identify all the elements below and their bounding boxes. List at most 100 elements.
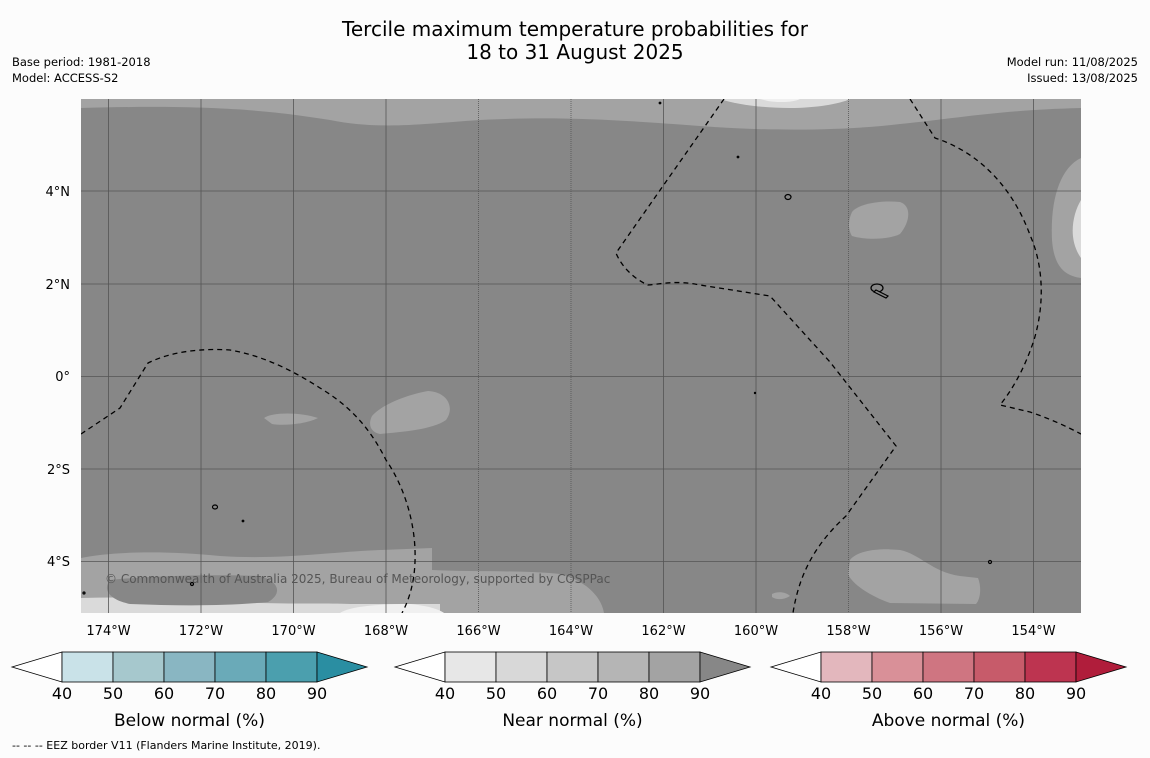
map-panel: 4°N 2°N 0° 2°S 4°S 174°W 172°W 170°W 168… <box>46 99 1081 639</box>
lon-label: 164°W <box>549 624 593 639</box>
lon-label: 172°W <box>179 624 223 639</box>
colorbar-min-arrow <box>769 651 822 683</box>
lon-label: 156°W <box>919 624 963 639</box>
shade-north-light <box>720 99 850 108</box>
colorbar-swatch <box>820 651 873 683</box>
colorbar-swatch <box>495 651 548 683</box>
lat-label: 0° <box>55 370 70 385</box>
colorbar-swatch <box>265 651 318 683</box>
colorbar-title: Above normal (%) <box>872 711 1025 731</box>
base-period: Base period: 1981-2018 <box>12 55 151 69</box>
colorbar-tick-label: 90 <box>307 684 327 703</box>
colorbar-tick-label: 70 <box>205 684 225 703</box>
title-line-2: 18 to 31 August 2025 <box>466 40 684 64</box>
colorbar-swatch <box>61 651 114 683</box>
colorbar-tick-label: 50 <box>103 684 123 703</box>
model-name: Model: ACCESS-S2 <box>12 71 119 85</box>
shade-south-dark-patch <box>106 575 278 606</box>
lon-label: 154°W <box>1011 624 1055 639</box>
title-line-1: Tercile maximum temperature probabilitie… <box>342 17 808 41</box>
colorbar-tick-label: 90 <box>690 684 710 703</box>
colorbar-title: Near normal (%) <box>502 711 642 731</box>
colorbar-tick-label: 50 <box>486 684 506 703</box>
map-background <box>81 99 1081 613</box>
shade-north-white <box>760 99 800 103</box>
colorbar-tick-label: 80 <box>256 684 276 703</box>
island-small-7 <box>753 391 757 395</box>
colorbar-swatch <box>1024 651 1077 683</box>
colorbar-swatch <box>871 651 924 683</box>
colorbar-min-arrow <box>393 651 446 683</box>
colorbar-ticks: 40 50 60 70 80 90 <box>435 684 710 703</box>
issued-date: Issued: 13/08/2025 <box>1027 71 1138 85</box>
island-small-4 <box>189 581 195 587</box>
lat-label: 4°N <box>46 185 71 200</box>
islands <box>82 101 993 595</box>
lon-label: 168°W <box>364 624 408 639</box>
colorbar-swatch <box>444 651 497 683</box>
lon-label: 162°W <box>641 624 685 639</box>
latitude-axis: 4°N 2°N 0° 2°S 4°S <box>46 185 71 570</box>
colorbar-tick-label: 40 <box>811 684 831 703</box>
copyright-notice: © Commonwealth of Australia 2025, Bureau… <box>105 572 611 586</box>
shade-patch-equator-a <box>370 391 450 434</box>
island-kiritimati-lagoon <box>872 289 890 299</box>
island-howland <box>211 504 219 510</box>
colorbar-tick-label: 60 <box>537 684 557 703</box>
shade-east-edge-light <box>1072 200 1081 258</box>
colorbar-swatches <box>769 651 1128 683</box>
colorbar-swatch <box>973 651 1026 683</box>
eez-border-kiribati-west <box>81 348 416 613</box>
chart-title: Tercile maximum temperature probabilitie… <box>0 18 1150 64</box>
meta-left: Base period: 1981-2018 Model: ACCESS-S2 <box>12 54 151 86</box>
colorbar-tick-label: 80 <box>639 684 659 703</box>
lon-label: 158°W <box>826 624 870 639</box>
colorbar-swatch <box>597 651 650 683</box>
eez-footnote: -- -- -- EEZ border V11 (Flanders Marine… <box>12 739 321 752</box>
colorbar-title: Below normal (%) <box>114 711 265 731</box>
colorbar-max-arrow <box>1075 651 1128 683</box>
colorbar-tick-label: 60 <box>913 684 933 703</box>
colorbar-max-arrow <box>699 651 752 683</box>
lon-label: 166°W <box>456 624 500 639</box>
island-tabuaeran <box>784 193 792 201</box>
island-small-2 <box>736 155 740 159</box>
colorbar-min-arrow <box>10 651 63 683</box>
colorbar-below-normal: 40 50 60 70 80 90 Below normal (%) <box>10 651 369 731</box>
colorbar-above-normal: 40 50 60 70 80 90 Above normal (%) <box>769 651 1128 731</box>
colorbar-swatches <box>10 651 369 683</box>
colorbar-swatch <box>163 651 216 683</box>
colorbar-swatch <box>922 651 975 683</box>
colorbar-tick-label: 70 <box>964 684 984 703</box>
colorbar-swatch <box>214 651 267 683</box>
colorbar-legends: 40 50 60 70 80 90 Below normal (%) 40 50 60 70 80… <box>10 651 1128 731</box>
island-small-5 <box>987 559 993 565</box>
lon-label: 160°W <box>734 624 778 639</box>
eez-borders <box>81 99 1081 613</box>
shade-patch-equator-b <box>264 413 318 425</box>
map-gridlines <box>81 99 1081 613</box>
shade-east-edge <box>1051 158 1081 278</box>
lat-label: 2°S <box>47 463 70 478</box>
model-run: Model run: 11/08/2025 <box>1006 55 1138 69</box>
island-small-1 <box>658 101 662 105</box>
island-small-3 <box>241 519 245 523</box>
colorbar-tick-label: 40 <box>435 684 455 703</box>
longitude-axis: 174°W 172°W 170°W 168°W 166°W 164°W 162°… <box>86 624 1055 639</box>
colorbar-tick-label: 50 <box>862 684 882 703</box>
shade-north-band <box>81 99 1081 130</box>
colorbar-swatches <box>393 651 752 683</box>
colorbar-tick-label: 70 <box>588 684 608 703</box>
colorbar-ticks: 40 50 60 70 80 90 <box>811 684 1086 703</box>
colorbar-tick-label: 80 <box>1015 684 1035 703</box>
lon-label: 170°W <box>271 624 315 639</box>
colorbar-swatch <box>648 651 701 683</box>
lon-label: 174°W <box>86 624 130 639</box>
colorbar-tick-label: 60 <box>154 684 174 703</box>
shade-patch-158w <box>849 201 909 239</box>
colorbar-tick-label: 90 <box>1066 684 1086 703</box>
meta-right: Model run: 11/08/2025 Issued: 13/08/2025 <box>1007 54 1138 86</box>
colorbar-near-normal: 40 50 60 70 80 90 Near normal (%) <box>393 651 752 731</box>
shade-patch-157w <box>848 549 981 604</box>
lat-label: 4°S <box>47 555 70 570</box>
